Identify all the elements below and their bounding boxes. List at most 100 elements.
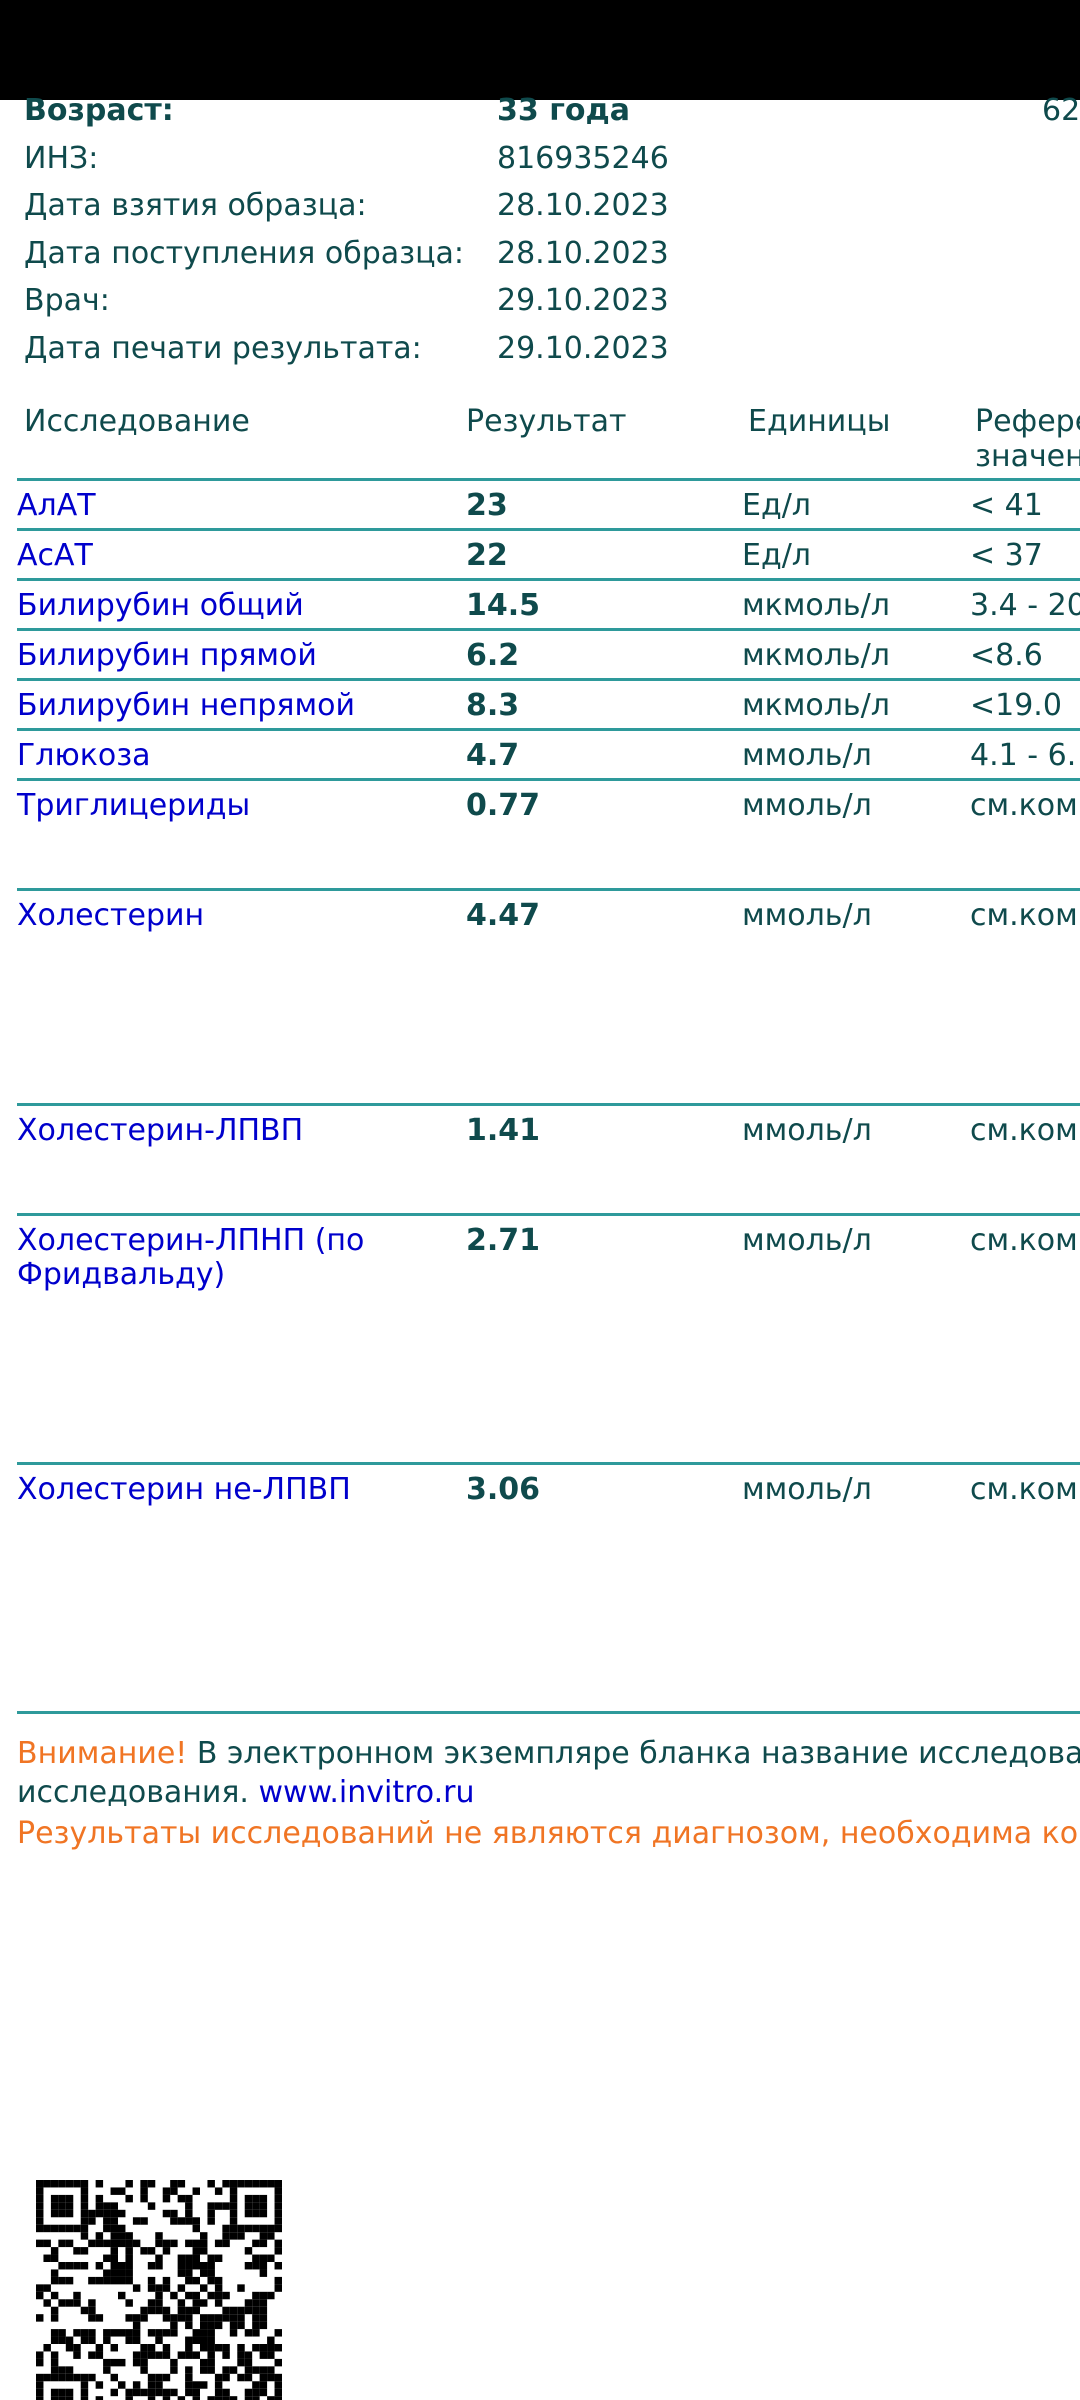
qr-module: [229, 2366, 238, 2374]
qr-module: [200, 2358, 208, 2367]
qr-module: [147, 2388, 156, 2397]
qr-module: [118, 2224, 126, 2233]
test-units: мкмоль/л: [742, 688, 890, 723]
row-divider: [17, 478, 1080, 481]
qr-module: [274, 2247, 282, 2255]
qr-module: [207, 2321, 215, 2330]
qr-module: [58, 2209, 66, 2218]
qr-module: [155, 2262, 163, 2270]
qr-module: [50, 2247, 59, 2255]
test-name[interactable]: Триглицериды: [17, 788, 251, 823]
qr-module: [110, 2224, 118, 2233]
qr-module: [274, 2217, 282, 2225]
test-reference: <19.0: [970, 688, 1062, 723]
qr-module: [162, 2247, 171, 2255]
qr-module: [125, 2396, 133, 2400]
qr-module: [192, 2247, 200, 2255]
qr-module: [185, 2239, 193, 2248]
invitro-link[interactable]: www.invitro.ru: [258, 1775, 475, 1810]
qr-module: [252, 2194, 260, 2203]
qr-module: [244, 2299, 253, 2307]
qr-module: [200, 2314, 208, 2322]
qr-module: [259, 2239, 268, 2248]
qr-module: [214, 2299, 223, 2307]
qr-module: [132, 2358, 141, 2367]
test-name[interactable]: АсАТ: [17, 538, 93, 573]
qr-module: [43, 2239, 51, 2248]
test-units: Ед/л: [742, 538, 811, 573]
qr-module: [237, 2321, 245, 2330]
qr-module: [155, 2373, 163, 2382]
test-reference: 3.4 - 20: [970, 588, 1080, 623]
qr-module: [125, 2232, 133, 2240]
qr-module: [200, 2321, 208, 2330]
qr-module: [192, 2262, 200, 2270]
test-name-line2[interactable]: Фридвальду): [17, 1257, 226, 1292]
info-value: 33 года: [497, 93, 630, 128]
test-name[interactable]: Билирубин прямой: [17, 638, 317, 673]
qr-module: [185, 2194, 193, 2203]
qr-module: [200, 2247, 208, 2255]
qr-module: [155, 2329, 163, 2337]
qr-module: [155, 2239, 163, 2248]
test-name[interactable]: Глюкоза: [17, 738, 151, 773]
qr-module: [65, 2276, 74, 2285]
qr-module: [140, 2194, 148, 2203]
row-divider: [17, 628, 1080, 631]
qr-module: [170, 2209, 178, 2218]
qr-module: [237, 2284, 245, 2292]
qr-module: [95, 2276, 104, 2285]
test-reference: 4.1 - 6.: [970, 738, 1077, 773]
qr-module: [58, 2299, 66, 2307]
qr-module: [259, 2262, 268, 2270]
qr-module: [237, 2358, 245, 2367]
test-name[interactable]: Холестерин: [17, 898, 205, 933]
info-value: 29.10.2023: [497, 331, 669, 366]
test-name[interactable]: Холестерин не-ЛПВП: [17, 1472, 351, 1507]
test-name[interactable]: АлАТ: [17, 488, 96, 523]
qr-module: [267, 2180, 275, 2188]
qr-module: [177, 2284, 186, 2292]
qr-module: [222, 2396, 230, 2400]
footer-line2-text: исследования.: [17, 1775, 259, 1810]
qr-module: [229, 2180, 238, 2188]
qr-module: [214, 2187, 223, 2195]
qr-module: [43, 2344, 51, 2352]
qr-module: [155, 2254, 163, 2262]
qr-module: [95, 2209, 104, 2218]
qr-module: [58, 2366, 66, 2374]
qr-module: [132, 2284, 141, 2292]
test-name[interactable]: Билирубин непрямой: [17, 688, 355, 723]
qr-module: [185, 2366, 193, 2374]
info-row-age: Возраст: 33 года: [24, 91, 630, 131]
qr-module: [259, 2314, 268, 2322]
qr-module: [207, 2358, 215, 2367]
qr-module: [200, 2381, 208, 2389]
footer-line2: исследования. www.invitro.ru: [17, 1773, 475, 1813]
qr-module: [125, 2269, 133, 2277]
qr-module: [73, 2180, 81, 2188]
qr-module: [140, 2388, 148, 2397]
qr-module: [147, 2344, 156, 2352]
qr-module: [192, 2239, 200, 2248]
qr-module: [259, 2194, 268, 2203]
row-divider: [17, 1213, 1080, 1216]
qr-module: [244, 2209, 253, 2218]
qr-module: [229, 2194, 238, 2203]
qr-module: [95, 2239, 104, 2248]
qr-module: [95, 2351, 104, 2359]
qr-module: [259, 2291, 268, 2300]
qr-module: [192, 2299, 200, 2307]
test-name[interactable]: Билирубин общий: [17, 588, 304, 623]
qr-module: [185, 2306, 193, 2315]
qr-module: [259, 2254, 268, 2262]
qr-module: [140, 2306, 148, 2315]
test-name[interactable]: Холестерин-ЛПВП: [17, 1113, 304, 1148]
qr-module: [207, 2269, 215, 2277]
info-label: Врач:: [24, 283, 110, 318]
qr-module: [259, 2381, 268, 2389]
qr-module: [222, 2388, 230, 2397]
test-name[interactable]: Холестерин-ЛПНП (по: [17, 1223, 365, 1258]
test-reference: см.комм: [970, 1223, 1080, 1258]
qr-module: [65, 2239, 74, 2248]
